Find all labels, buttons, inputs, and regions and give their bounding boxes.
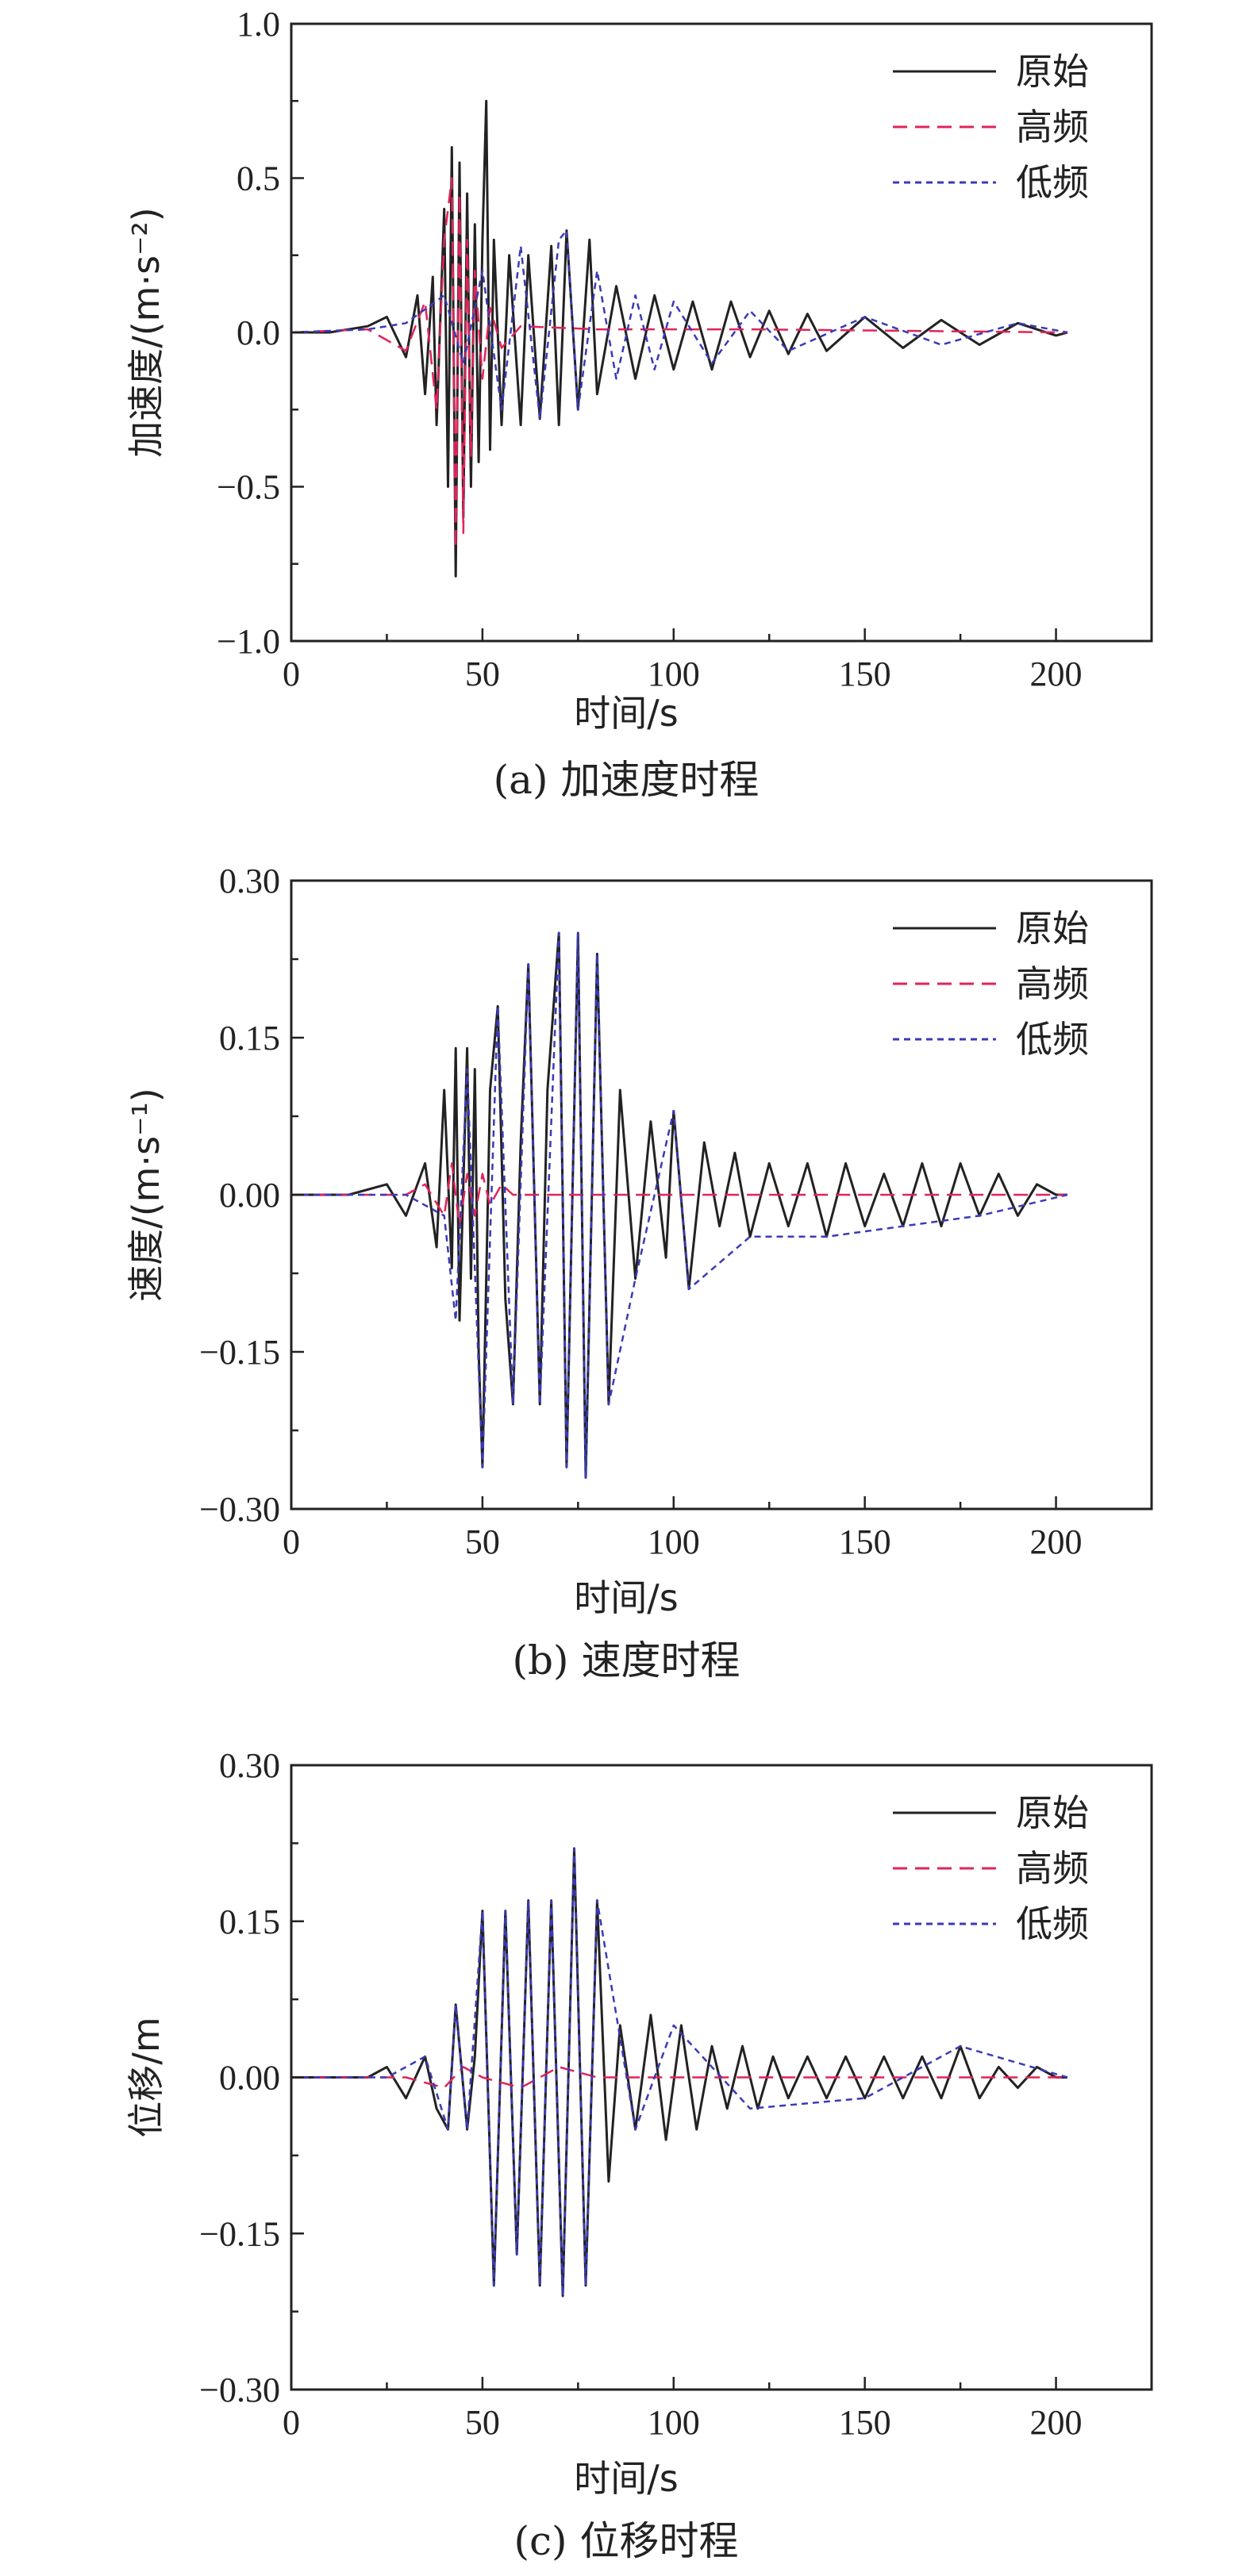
y-tick-label: 1.0 <box>237 5 280 44</box>
y-tick-label: 0.30 <box>219 1746 280 1785</box>
y-tick-label: −0.15 <box>199 2214 280 2253</box>
legend-label-1: 原始 <box>1016 1791 1089 1834</box>
series-line-3 <box>291 931 1068 1479</box>
x-axis-title: 时间/s <box>574 2457 678 2500</box>
series-line-2 <box>290 177 1068 550</box>
x-tick-label: 50 <box>465 2403 500 2442</box>
x-tick-label: 50 <box>465 655 500 693</box>
y-tick-label: 0.30 <box>219 862 280 900</box>
x-tick-label: 100 <box>648 1522 700 1561</box>
x-tick-label: 200 <box>1030 655 1083 693</box>
x-tick-label: 150 <box>839 2403 891 2442</box>
series-line-1 <box>291 1847 1067 2298</box>
x-tick-label: 0 <box>283 2403 300 2442</box>
y-axis-title: 加速度/(m·s⁻²) <box>125 207 167 458</box>
y-axis-title: 位移/m <box>125 2017 167 2137</box>
y-tick-label: 0.00 <box>219 2059 280 2098</box>
chart-panel-2: 0 50 100 150 200 −0.30 −0.15 0.00 0.15 0.30 时间/s 速度… <box>125 862 1153 1683</box>
x-tick-label: 200 <box>1030 1522 1083 1561</box>
y-tick-label: −0.15 <box>199 1333 280 1372</box>
panel-caption: (b) 速度时程 <box>513 1637 740 1683</box>
x-axis-title: 时间/s <box>574 1576 678 1619</box>
series-line-2 <box>291 1162 1067 1227</box>
legend-label-3: 低频 <box>1016 161 1089 204</box>
y-tick-label: 0.15 <box>219 1019 280 1058</box>
x-tick-label: 100 <box>648 655 700 693</box>
series-group <box>290 99 1068 578</box>
series-line-1 <box>291 99 1068 578</box>
x-tick-label: 150 <box>839 1522 891 1561</box>
legend-label-3: 低频 <box>1016 1018 1089 1061</box>
series-group <box>291 931 1068 1479</box>
legend-label-1: 原始 <box>1016 50 1089 93</box>
y-tick-label: 0.00 <box>219 1176 280 1215</box>
y-tick-label: −0.30 <box>199 2371 280 2409</box>
series-line-3 <box>291 1847 1068 2298</box>
y-tick-label: 0.0 <box>237 313 280 352</box>
chart-panel-1: 0 50 100 150 200 −1.0 −0.5 0.0 0.5 1.0 时间/s 加速度/(m·… <box>125 5 1153 803</box>
y-tick-label: −1.0 <box>217 622 280 661</box>
y-tick-label: −0.5 <box>217 468 280 507</box>
x-tick-label: 200 <box>1030 2403 1083 2442</box>
x-tick-label: 150 <box>839 655 891 693</box>
legend-label-3: 低频 <box>1016 1902 1089 1945</box>
legend-label-2: 高频 <box>1016 1847 1089 1890</box>
legend-label-2: 高频 <box>1016 106 1089 148</box>
panel-caption: (a) 加速度时程 <box>494 757 760 803</box>
y-tick-label: −0.30 <box>199 1490 280 1529</box>
y-tick-label: 0.5 <box>237 159 280 198</box>
series-group <box>291 1847 1068 2298</box>
series-line-2 <box>291 2066 1067 2089</box>
legend-label-1: 原始 <box>1016 907 1089 950</box>
x-axis-title: 时间/s <box>574 692 678 735</box>
x-tick-label: 50 <box>465 1522 500 1561</box>
x-tick-label: 100 <box>648 2403 700 2442</box>
series-line-3 <box>290 229 1068 420</box>
panel-caption: (c) 位移时程 <box>514 2518 739 2564</box>
chart-panel-3: 0 50 100 150 200 −0.30 −0.15 0.00 0.15 0.30 时间/s 位移… <box>125 1746 1153 2564</box>
x-tick-label: 0 <box>283 655 300 693</box>
x-tick-label: 0 <box>283 1522 300 1561</box>
y-axis-title: 速度/(m·s⁻¹) <box>125 1088 167 1302</box>
series-line-1 <box>291 931 1067 1479</box>
legend-label-2: 高频 <box>1016 962 1089 1005</box>
y-tick-label: 0.15 <box>219 1902 280 1941</box>
